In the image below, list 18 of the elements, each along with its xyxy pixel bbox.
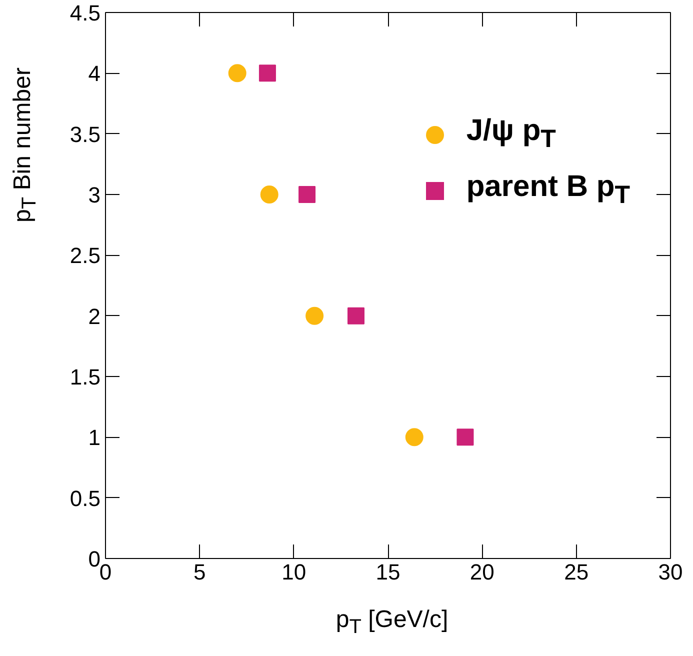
x-tick-label: 20 bbox=[470, 560, 494, 584]
y-tick-label: 2 bbox=[88, 304, 101, 329]
y-tick-label: 2.5 bbox=[70, 243, 101, 268]
y-tick-label: 3.5 bbox=[70, 122, 101, 147]
y-tick-label: 0.5 bbox=[70, 486, 101, 511]
x-tick-label: 30 bbox=[658, 560, 683, 584]
y-tick-label: 4.5 bbox=[70, 0, 101, 26]
x-tick-label: 10 bbox=[282, 560, 306, 584]
y-tick-label: 4 bbox=[88, 61, 101, 86]
x-tick-label: 15 bbox=[376, 560, 400, 584]
x-tick-label: 5 bbox=[194, 560, 206, 584]
x-axis-title: p$_{T}$ [GeV/c] bbox=[336, 605, 448, 640]
legend-label: J/ψ p$_{T}$ bbox=[466, 114, 556, 153]
y-tick-label: 1 bbox=[88, 425, 101, 450]
legend-label: parent B p$_{T}$ bbox=[466, 170, 630, 209]
y-tick-label: 3 bbox=[88, 182, 101, 208]
y-tick-label: 1.5 bbox=[70, 364, 101, 390]
x-tick-label: 25 bbox=[564, 560, 589, 584]
